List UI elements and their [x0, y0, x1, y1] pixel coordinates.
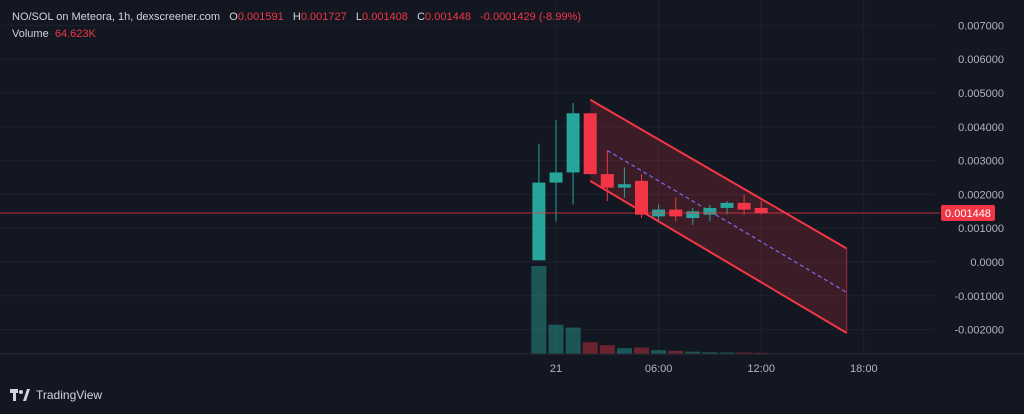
- candle: [549, 120, 563, 222]
- time-tick-label: 18:00: [850, 363, 878, 375]
- close-value: 0.001448: [425, 11, 471, 23]
- high-label: H: [292, 11, 301, 23]
- volume-value: 64.623K: [54, 28, 96, 40]
- channel-mid-line: [606, 149, 848, 293]
- volume-bar: [599, 345, 615, 354]
- candle: [686, 207, 700, 225]
- candle-body: [600, 174, 614, 188]
- close-label: C: [417, 11, 426, 23]
- current-price-tag: 0.001448: [941, 205, 995, 222]
- open-label: O: [229, 11, 238, 23]
- candle: [566, 103, 580, 205]
- volume-bar: [668, 350, 684, 354]
- candle-body: [720, 202, 734, 208]
- regression-channel[interactable]: [589, 98, 848, 334]
- volume-row: Volume 64.623K: [12, 26, 581, 43]
- change-value: -0.0001429 (-8.99%): [480, 11, 582, 23]
- time-axis[interactable]: 21 06:00 12:00 18:00: [550, 363, 878, 375]
- candle: [583, 113, 597, 175]
- volume-bar: [616, 348, 632, 354]
- candle-body: [566, 113, 580, 173]
- volume-bar: [685, 351, 701, 354]
- grid-lines: [0, 0, 935, 354]
- ohlc-row: NO/SOL on Meteora, 1h, dexscreener.com O…: [12, 9, 581, 26]
- candlestick-series[interactable]: [532, 103, 768, 261]
- open-value: 0.001591: [237, 11, 284, 23]
- volume-bar: [548, 324, 564, 354]
- candle: [635, 174, 648, 219]
- candle: [720, 201, 734, 215]
- symbol-title[interactable]: NO/SOL on Meteora, 1h, dexscreener.com: [12, 11, 221, 23]
- price-tick-label: 0.004000: [958, 122, 1004, 134]
- candle-body: [737, 202, 751, 210]
- candle-body: [635, 180, 648, 215]
- candle-body: [532, 182, 546, 261]
- candle-body: [754, 207, 768, 213]
- volume-bar: [736, 352, 752, 354]
- volume-bar: [565, 327, 581, 354]
- candle: [600, 150, 614, 202]
- high-value: 0.001727: [300, 11, 347, 23]
- channel-lower-line: [589, 180, 848, 334]
- volume-bars: [531, 266, 769, 354]
- price-axis[interactable]: 0.007000 0.006000 0.005000 0.004000 0.003000…: [954, 20, 1004, 336]
- tradingview-name: TradingView: [36, 388, 103, 402]
- candle-body: [703, 207, 717, 215]
- volume-bar: [582, 342, 598, 354]
- candle: [532, 143, 546, 261]
- candle: [737, 194, 751, 215]
- price-tick-label: -0.002000: [954, 325, 1004, 337]
- chart-legend: NO/SOL on Meteora, 1h, dexscreener.com O…: [12, 9, 581, 43]
- volume-bar: [702, 352, 718, 354]
- current-price-value: 0.001448: [945, 208, 991, 220]
- time-tick-label: 12:00: [747, 363, 775, 375]
- low-value: 0.001408: [362, 11, 408, 23]
- price-tick-label: -0.001000: [954, 291, 1004, 303]
- price-tick-label: 0.006000: [958, 54, 1004, 66]
- price-tick-label: 0.001000: [958, 223, 1004, 235]
- volume-bar: [531, 266, 547, 354]
- time-tick-label: 21: [550, 363, 562, 375]
- candle-body: [583, 113, 597, 175]
- tradingview-logo-icon: [10, 389, 30, 401]
- volume-bar: [651, 350, 667, 354]
- price-tick-label: 0.007000: [958, 20, 1004, 32]
- time-tick-label: 06:00: [645, 363, 673, 375]
- price-tick-label: 0.0000: [970, 257, 1004, 269]
- price-tick-label: 0.002000: [958, 189, 1004, 201]
- volume-bar: [753, 352, 769, 354]
- candle: [754, 201, 768, 215]
- candle-body: [617, 184, 631, 188]
- volume-bar: [634, 347, 649, 354]
- candle: [617, 167, 631, 198]
- volume-label: Volume: [12, 28, 49, 40]
- candle-body: [549, 172, 563, 183]
- tradingview-branding[interactable]: TradingView: [10, 388, 102, 402]
- price-tick-label: 0.005000: [958, 88, 1004, 100]
- volume-bar: [719, 352, 735, 354]
- channel-upper-line: [589, 98, 848, 250]
- low-label: L: [355, 11, 363, 23]
- price-tick-label: 0.003000: [958, 156, 1004, 168]
- candle-body: [686, 211, 700, 219]
